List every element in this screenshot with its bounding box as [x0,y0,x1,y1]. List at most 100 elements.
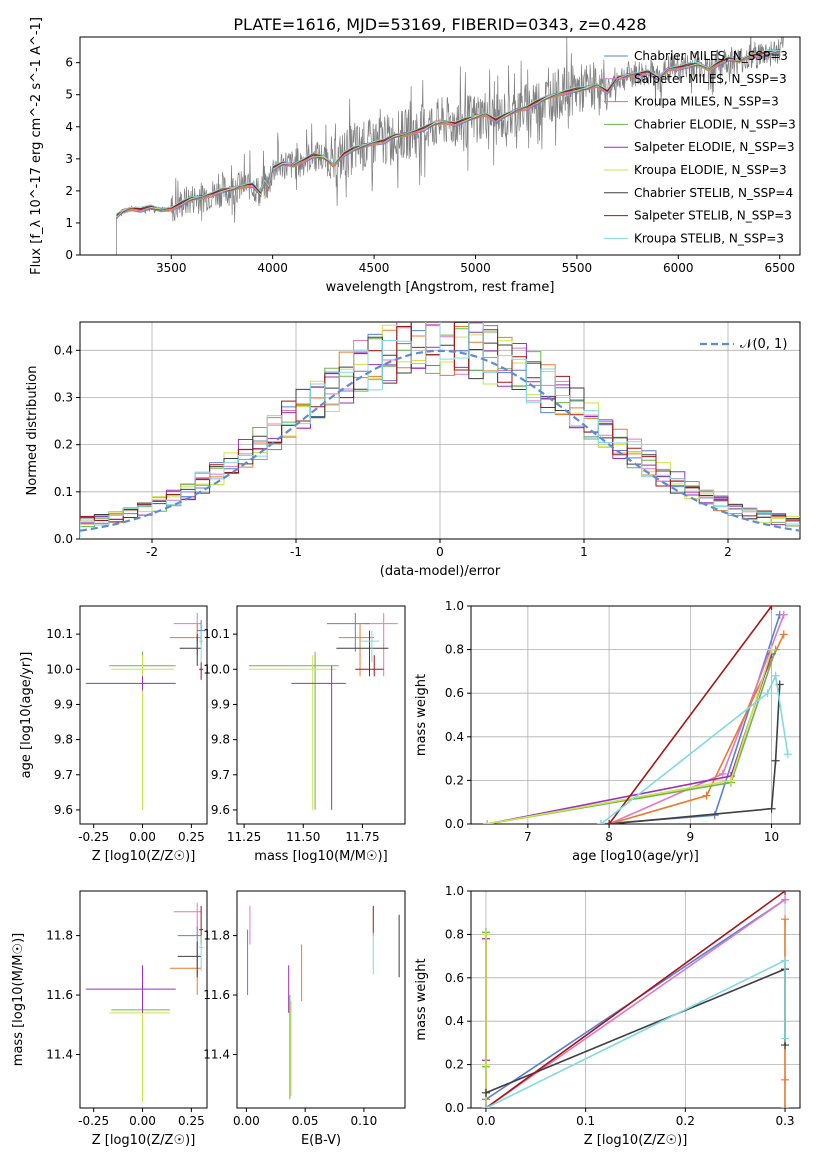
y-tick-label: 0.6 [445,971,464,985]
axes-frame [79,890,208,1109]
weight-marker [483,820,492,824]
x-axis-label: E(B-V) [301,1133,341,1148]
x-tick-label: 7 [524,830,532,844]
x-tick-label: -1 [290,545,302,559]
weight-marker [767,645,776,654]
x-tick-label: 0.25 [178,1114,205,1128]
y-tick-label: 10.0 [46,662,73,676]
weight-marker [481,1060,490,1069]
weight-marker [718,769,727,778]
legend-entry: Chabrier STELIB, N_SSP=4 [634,186,793,200]
x-tick-label: 5500 [562,261,593,275]
x-tick-label: 0.25 [178,830,205,844]
weight-line-salpeter-miles [485,899,786,1108]
legend-entry: Kroupa ELODIE, N_SSP=3 [634,163,787,177]
x-tick-label: 3500 [156,261,187,275]
x-axis-label: Z [log10(Z/Z☉)] [584,1133,688,1148]
weight-line-salpeter-stelib [485,891,786,1108]
x-axis-label: Z [log10(Z/Z☉)] [92,849,196,864]
y-tick-label: 9.8 [211,733,230,747]
y-tick-label: 3 [65,152,73,166]
y-axis-label: mass [log10(M/M☉)] [11,933,26,1066]
legend-entry: Chabrier ELODIE, N_SSP=3 [634,117,796,131]
weight-marker [605,820,614,824]
errorbar-point-kroupa-elodie [109,1000,170,1103]
x-axis-label: (data-model)/error [380,564,501,579]
y-tick-label: 1.0 [445,884,464,898]
age-vs-metallicity-chart: -0.25 0.00 0.25 9.6 9.7 9.8 9.9 10.0 10.1 Z [log1… [19,605,208,864]
errorbar-point-salpeter-miles [364,613,398,677]
observed-spectrum [116,37,784,255]
y-tick-label: 0.0 [445,817,464,831]
x-tick-label: 6000 [663,261,694,275]
plot-area [116,37,784,255]
errorbar-point-chabrier-elodie [248,651,339,810]
histogram-kroupa-stelib [80,322,800,539]
x-tick-label: 11.50 [286,830,320,844]
x-tick-label: 11.75 [345,830,379,844]
weight-marker [763,689,772,698]
errorbar-point-chabrier-stelib [179,634,202,666]
weight-marker [481,930,490,939]
x-tick-label: 10 [764,830,779,844]
x-tick-label: -2 [146,545,158,559]
y-tick-label: 1.0 [445,599,464,613]
y-tick-label: 0.4 [445,730,464,744]
y-tick-label: 11.4 [46,1047,73,1061]
y-tick-label: 11.8 [203,929,230,943]
y-tick-label: 0.0 [445,1101,464,1115]
y-tick-label: 5 [65,88,73,102]
x-axis-label: Z [log10(Z/Z☉)] [92,1133,196,1148]
y-tick-label: 9.7 [211,768,230,782]
weight-marker [781,891,790,895]
axes-frame [79,36,801,256]
weight-vs-age-chart: 7 8 9 10 0.0 0.2 0.4 0.6 0.8 1.0 age [log10(age/yr… [414,599,801,864]
y-tick-label: 9.6 [211,803,230,817]
errorbar-point-salpeter-elodie [85,676,176,691]
y-tick-label: 9.6 [54,803,73,817]
x-tick-label: 0 [436,545,444,559]
legend-entry: Chabrier MILES, N_SSP=3 [634,49,788,63]
legend-entry: Kroupa STELIB, N_SSP=3 [634,231,784,245]
legend-entry: Salpeter MILES, N_SSP=3 [634,72,787,86]
y-tick-label: 11.4 [203,1047,230,1061]
errorbar-point-kroupa-miles [169,623,202,656]
y-tick-label: 0.2 [445,773,464,787]
y-tick-label: 0.2 [445,1058,464,1072]
errorbar-point-salpeter-miles [173,902,202,930]
weight-marker [767,804,776,813]
x-tick-label: 0.00 [129,1114,156,1128]
y-tick-label: 0.4 [54,343,73,357]
y-tick-label: 0.4 [445,1014,464,1028]
y-tick-label: 0.0 [54,532,73,546]
y-tick-label: 9.9 [211,697,230,711]
y-tick-label: 10.1 [46,627,73,641]
spectrum-chart: 3500 4000 4500 5000 5500 6000 6500 0 1 2 3 4 5 6 wavel… [29,17,801,295]
mass-vs-ebv-chart: 0.00 0.05 0.10 11.4 11.6 11.8 E(B-V) [203,890,406,1148]
weight-marker [771,671,780,680]
x-tick-label: 0.1 [576,1114,595,1128]
x-tick-label: 8 [605,830,613,844]
errorbar-point-chabrier-miles [326,613,370,652]
gaussian-legend-label: 𝒩(0, 1) [740,337,787,352]
y-tick-label: 1 [65,216,73,230]
weight-marker [702,791,711,800]
weight-line-kroupa-stelib [600,673,789,824]
errorbar-point-salpeter-elodie [85,965,176,1013]
x-tick-label: 0.0 [476,1114,495,1128]
weight-marker [481,1104,490,1108]
y-tick-label: 0.1 [54,485,73,499]
weight-marker [767,606,776,610]
legend-entry: Kroupa MILES, N_SSP=3 [634,95,779,109]
y-tick-label: 10.1 [203,627,230,641]
plot-area [248,613,398,810]
y-tick-label: 11.8 [46,929,73,943]
errorbar-point-kroupa-elodie [248,655,337,810]
weight-line-kroupa-stelib [485,959,786,1108]
gaussian-curve [80,349,800,532]
y-tick-label: 0 [65,248,73,262]
spectrum-legend: Chabrier MILES, N_SSP=3 Salpeter MILES, N… [604,49,796,245]
x-tick-label: -0.25 [78,830,109,844]
age-vs-mass-chart: 11.25 11.50 11.75 9.6 9.7 9.8 9.9 10.0 10.1 mass … [203,605,406,864]
